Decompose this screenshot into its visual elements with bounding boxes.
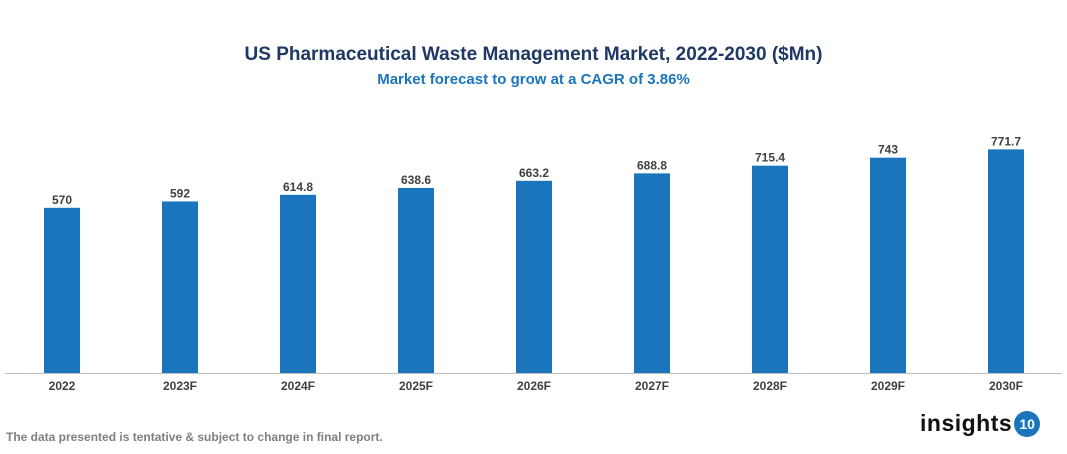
bar — [752, 165, 788, 373]
bar — [870, 157, 906, 373]
x-tick-label: 2027F — [635, 379, 669, 393]
data-label: 592 — [170, 186, 190, 200]
x-tick-label: 2029F — [871, 379, 905, 393]
x-tick-label: 2025F — [399, 379, 433, 393]
data-label: 688.8 — [637, 158, 667, 172]
bar — [280, 194, 316, 373]
x-tick-label: 2022 — [49, 379, 76, 393]
data-label: 570 — [52, 193, 72, 207]
bar — [162, 201, 198, 373]
data-label: 771.7 — [991, 134, 1021, 148]
x-tick-label: 2028F — [753, 379, 787, 393]
data-label: 663.2 — [519, 166, 549, 180]
footnote: The data presented is tentative & subjec… — [6, 430, 383, 444]
x-tick-label: 2030F — [989, 379, 1023, 393]
data-label: 638.6 — [401, 173, 431, 187]
bar — [634, 173, 670, 373]
x-tick-label: 2026F — [517, 379, 551, 393]
data-label: 743 — [878, 143, 898, 157]
logo-text: insights — [920, 410, 1013, 436]
bar — [988, 149, 1024, 373]
x-tick-label: 2024F — [281, 379, 315, 393]
chart-subtitle: Market forecast to grow at a CAGR of 3.8… — [377, 71, 690, 88]
bar — [44, 207, 80, 373]
x-tick-label: 2023F — [163, 379, 197, 393]
data-label: 614.8 — [283, 180, 313, 194]
data-label: 715.4 — [755, 151, 785, 165]
logo-badge: 10 — [1014, 410, 1041, 437]
bar — [516, 180, 552, 373]
bar — [398, 187, 434, 373]
chart-title: US Pharmaceutical Waste Management Marke… — [244, 44, 823, 65]
insights10-logo: insights 10 — [920, 410, 1041, 437]
